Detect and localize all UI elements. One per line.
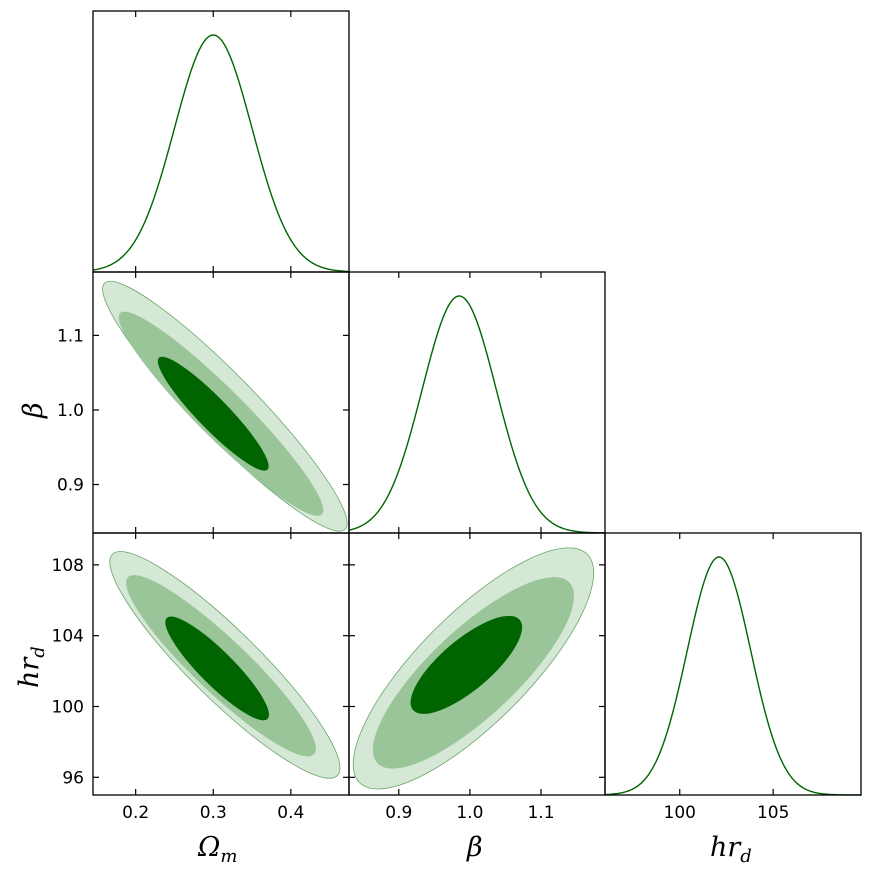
hrd-omega-xtick: 0.2 0.3 0.4 — [122, 533, 304, 823]
hrd-omega-contour-inner — [165, 616, 269, 721]
y-axis-label-hrd-main: hr — [14, 656, 45, 688]
beta-marginal-frame — [348, 271, 606, 534]
omega-m-marginal-curve — [92, 34, 350, 273]
beta-omega-ytick-label: 1.0 — [57, 401, 84, 421]
x-axis-label-hrd-main: hr — [710, 832, 742, 863]
beta-omega-contour-inner — [157, 356, 269, 471]
hrd-marginal-xtick: 100 105 — [664, 533, 789, 823]
x-axis-label-hrd: hrd — [710, 832, 752, 867]
beta-omega-ytick-label: 1.1 — [57, 326, 84, 346]
x-axis-label-hrd-sub: d — [740, 846, 752, 867]
hrd-beta-contour-inner — [410, 615, 523, 714]
y-axis-label-hrd-sub: d — [28, 646, 49, 658]
hrd-omega-ytick: 96 100 104 108 — [52, 556, 349, 788]
hrd-beta-xtick-label: 1.0 — [456, 803, 483, 823]
x-axis-label-omega-m-sub: m — [220, 846, 237, 867]
hrd-beta-xtick-label: 0.9 — [385, 803, 412, 823]
x-axis-label-omega-m: Ωm — [197, 832, 237, 867]
hrd-beta-ytick — [349, 564, 605, 778]
x-axis-label-beta-main: β — [466, 832, 483, 863]
hrd-omega-ytick-label: 96 — [62, 768, 84, 788]
hrd-beta-xtick-label: 1.1 — [527, 803, 554, 823]
hrd-omega-xtick-label: 0.2 — [122, 803, 149, 823]
hrd-beta-xtick: 0.9 1.0 1.1 — [385, 533, 555, 823]
y-axis-label-beta: β — [18, 402, 49, 419]
x-axis-label-omega-m-main: Ω — [197, 832, 220, 863]
hrd-marginal-curve — [604, 556, 861, 796]
hrd-marginal-xtick-label: 105 — [757, 803, 789, 823]
hrd-marginal-frame — [604, 532, 862, 796]
hrd-omega-ytick-label: 108 — [52, 556, 84, 576]
hrd-omega-ytick-label: 104 — [52, 627, 84, 647]
beta-omega-ytick: 0.9 1.0 1.1 — [57, 326, 349, 496]
y-axis-label-beta-main: β — [18, 402, 49, 419]
hrd-omega-xtick-label: 0.3 — [200, 803, 227, 823]
beta-omega-xtick — [135, 272, 292, 533]
hrd-marginal-xtick-label: 100 — [664, 803, 696, 823]
omega-m-marginal-xtick — [135, 11, 292, 272]
beta-marginal-curve — [348, 295, 606, 534]
hrd-omega-xtick-label: 0.4 — [277, 803, 304, 823]
beta-omega-ytick-label: 0.9 — [57, 476, 84, 496]
y-axis-label-hrd: hrd — [14, 646, 49, 688]
x-axis-label-beta: β — [466, 832, 483, 863]
hrd-omega-ytick-label: 100 — [52, 697, 84, 717]
omega-m-marginal-frame — [92, 10, 350, 273]
beta-marginal-xtick — [398, 272, 542, 533]
